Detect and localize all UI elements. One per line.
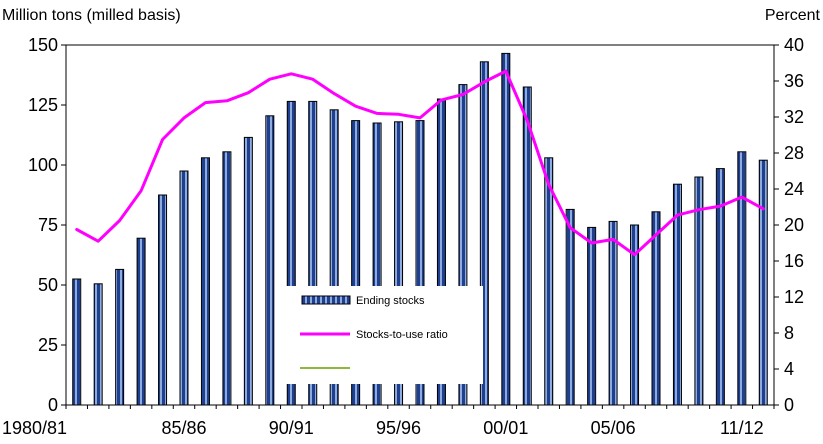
y-left-tick-label: 75	[38, 215, 58, 235]
bar-2004-05	[587, 226, 597, 406]
bar-2007-08	[651, 211, 661, 406]
x-ticks: 1980/81 85/86 90/91 95/96 00/01 05/06 11/12	[2, 405, 775, 438]
bar-1987-88	[222, 151, 232, 406]
bar-1986-87	[200, 157, 210, 406]
bar-2003-04	[565, 208, 575, 406]
legend-swatch-ending-stocks	[301, 295, 351, 305]
bar-2005-06	[608, 220, 618, 406]
bar-1988-89	[243, 136, 253, 406]
y-right-tick-label: 24	[784, 179, 804, 199]
bar-2000-01	[501, 52, 511, 406]
bar-2012-13	[758, 159, 768, 406]
x-tick-label: 85/86	[161, 418, 206, 438]
bar-1983-84	[136, 237, 146, 406]
x-tick-label: 05/06	[591, 418, 636, 438]
y-left-tick-label: 150	[28, 35, 58, 55]
x-tick-label: 90/91	[269, 418, 314, 438]
y-right-tick-label: 20	[784, 215, 804, 235]
bar-series	[72, 52, 768, 406]
bar-1981-82	[93, 283, 103, 406]
y-right-tick-label: 0	[784, 395, 794, 415]
bar-2011-12	[737, 151, 747, 406]
y-right-tick-label: 36	[784, 71, 804, 91]
x-tick-label: 11/12	[720, 418, 764, 438]
bar-1982-83	[115, 268, 125, 406]
x-tick-label: 00/01	[483, 418, 528, 438]
y-right-tick-label: 28	[784, 143, 804, 163]
legend: Ending stocks Stocks-to-use ratio	[275, 286, 483, 384]
x-tick-label: 1980/81	[2, 418, 67, 438]
y-right-ticks: 0 4 8 12 16 20 24 28 32 36 40	[774, 35, 804, 415]
y-right-tick-label: 12	[784, 287, 804, 307]
y-right-tick-label: 4	[784, 359, 794, 379]
x-tick-label: 95/96	[376, 418, 421, 438]
bar-2002-03	[544, 157, 554, 406]
y-left-tick-label: 125	[28, 95, 58, 115]
y-left-tick-label: 25	[38, 335, 58, 355]
y-left-tick-label: 0	[48, 395, 58, 415]
y-right-tick-label: 8	[784, 323, 794, 343]
bar-1980-81	[72, 278, 82, 406]
y-right-tick-label: 40	[784, 35, 804, 55]
y-right-tick-label: 32	[784, 107, 804, 127]
bar-1989-90	[265, 115, 275, 406]
y-right-tick-label: 16	[784, 251, 804, 271]
bar-1984-85	[158, 194, 168, 406]
y-left-tick-label: 50	[38, 275, 58, 295]
legend-label-stocks-to-use: Stocks-to-use ratio	[356, 329, 448, 341]
stocks-to-use-ratio-line	[75, 69, 765, 257]
y-left-axis-title: Million tons (milled basis)	[2, 7, 181, 24]
y-left-tick-label: 100	[28, 155, 58, 175]
y-left-ticks: 0 25 50 75 100 125 150	[28, 35, 66, 415]
line-series	[75, 69, 765, 257]
y-right-axis-title: Percent	[765, 7, 821, 24]
bar-2001-02	[522, 86, 532, 406]
bar-1985-86	[179, 170, 189, 406]
legend-label-ending-stocks: Ending stocks	[356, 295, 425, 307]
